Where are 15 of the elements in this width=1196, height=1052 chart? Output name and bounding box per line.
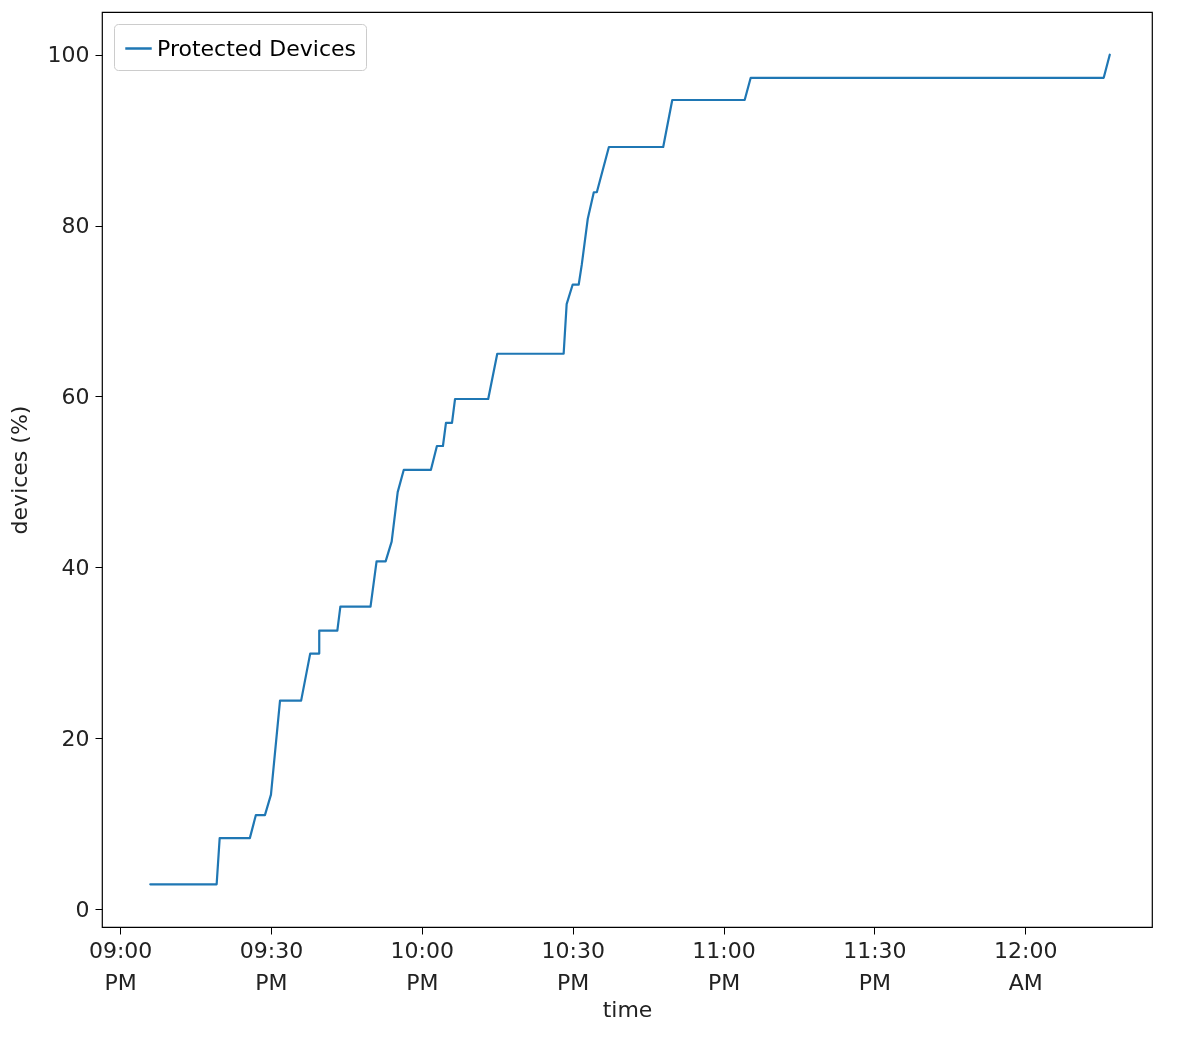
y-tick-label: 20 [61, 725, 90, 751]
x-tick-label: 12:00 AM [994, 937, 1058, 995]
x-tick-label: 09:30 PM [239, 937, 304, 995]
y-tick-label: 60 [61, 383, 90, 409]
x-tick-label: 09:00 PM [88, 937, 153, 995]
x-tick-label: 10:00 PM [390, 937, 455, 995]
y-tick-label: 80 [61, 213, 90, 239]
legend-label: Protected Devices [157, 35, 356, 61]
y-tick-label: 0 [75, 896, 90, 922]
x-tick-label: 11:00 PM [692, 937, 756, 995]
y-tick-label: 100 [47, 42, 90, 68]
y-axis-title: devices (%) [6, 405, 32, 535]
x-tick-label: 11:30 PM [843, 937, 907, 995]
x-axis-title: time [602, 996, 653, 1022]
y-tick-label: 40 [61, 554, 90, 580]
